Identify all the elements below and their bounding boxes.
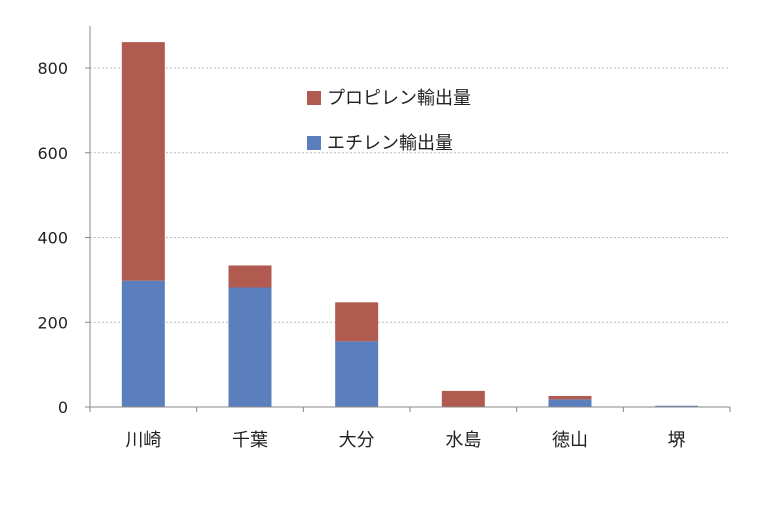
x-tick-label: 堺 (668, 430, 686, 451)
bar-ethylene-4 (548, 399, 592, 407)
y-tick-label: 400 (37, 229, 68, 248)
x-axis-labels: 川崎 千葉 大分 水島 徳山 堺 (125, 430, 685, 451)
y-axis-ticks: 0 200 400 600 800 (37, 59, 90, 417)
x-tick-label: 大分 (339, 430, 375, 451)
bars (121, 42, 699, 407)
bar-propylene-3 (441, 390, 485, 407)
y-tick-label: 0 (58, 398, 68, 417)
bar-propylene-2 (335, 302, 379, 342)
bar-propylene-4 (548, 395, 592, 400)
y-tick-label: 800 (37, 59, 68, 78)
bar-propylene-1 (228, 265, 272, 288)
legend-swatch (307, 136, 321, 150)
x-tick-label: 千葉 (232, 430, 268, 451)
legend-swatch (307, 91, 321, 105)
y-tick-label: 200 (37, 313, 68, 332)
bar-propylene-0 (121, 42, 165, 281)
bar-ethylene-0 (121, 280, 165, 407)
grid-lines (90, 67, 730, 323)
x-tick-label: 徳山 (552, 430, 588, 451)
legend-label: エチレン輸出量 (327, 133, 453, 154)
y-tick-label: 600 (37, 144, 68, 163)
axes (89, 26, 731, 412)
x-tick-label: 川崎 (125, 430, 161, 451)
bar-ethylene-2 (335, 341, 379, 407)
x-tick-label: 水島 (445, 430, 481, 451)
bar-ethylene-1 (228, 287, 272, 407)
bar-ethylene-5 (655, 405, 699, 407)
legend-label: プロピレン輸出量 (327, 88, 471, 109)
